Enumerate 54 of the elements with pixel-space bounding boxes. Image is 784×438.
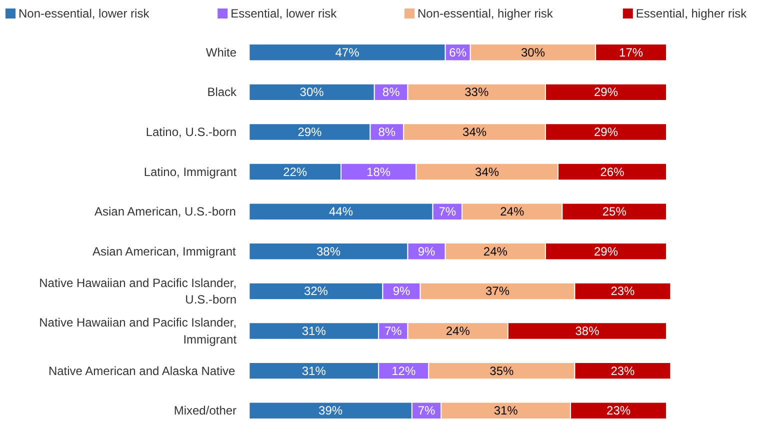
data-label: 37% bbox=[485, 284, 510, 298]
data-label: 32% bbox=[304, 284, 328, 298]
data-label: 7% bbox=[384, 324, 402, 338]
data-label: 29% bbox=[594, 85, 618, 100]
legend-label: Non-essential, higher risk bbox=[418, 6, 554, 20]
data-label: 17% bbox=[619, 45, 644, 60]
data-label: 25% bbox=[602, 204, 627, 219]
y-tick-label: Native Hawaiian and Pacific Islander, U.S.-born bbox=[39, 276, 237, 307]
data-label: 23% bbox=[610, 364, 636, 378]
data-label: 12% bbox=[392, 364, 416, 378]
data-label: 8% bbox=[382, 85, 400, 100]
data-label: 29% bbox=[594, 124, 618, 139]
data-label: 9% bbox=[392, 284, 411, 298]
data-label: 39% bbox=[318, 404, 343, 418]
data-label: 23% bbox=[610, 284, 636, 298]
data-label: 29% bbox=[594, 244, 618, 258]
y-tick-label: Native American and Alaska Native bbox=[48, 364, 236, 378]
legend-label: Essential, lower risk bbox=[230, 6, 338, 20]
data-label: 24% bbox=[483, 244, 508, 258]
data-label: 38% bbox=[316, 244, 341, 258]
y-tick-label: Asian American, U.S.-born bbox=[94, 204, 236, 219]
data-label: 8% bbox=[378, 124, 396, 139]
data-label: 47% bbox=[335, 45, 360, 60]
y-tick-label: Latino, Immigrant bbox=[144, 164, 238, 179]
data-label: 29% bbox=[298, 124, 322, 139]
data-label: 6% bbox=[449, 45, 467, 60]
y-tick-label: Black bbox=[207, 85, 238, 100]
y-tick-label: Mixed/other bbox=[174, 404, 237, 418]
y-tick-label: Native Hawaiian and Pacific Islander, Immigrant bbox=[39, 316, 238, 346]
data-label: 34% bbox=[475, 164, 500, 179]
data-label: 30% bbox=[520, 45, 546, 60]
data-label: 18% bbox=[366, 164, 391, 179]
data-label: 31% bbox=[494, 404, 518, 418]
y-tick-label: Latino, U.S.-born bbox=[146, 124, 237, 139]
data-label: 7% bbox=[438, 204, 456, 219]
legend-label: Non-essential, lower risk bbox=[18, 6, 150, 20]
data-label: 30% bbox=[300, 85, 324, 100]
y-tick-label: White bbox=[206, 45, 237, 60]
data-label: 22% bbox=[283, 164, 308, 179]
data-label: 24% bbox=[446, 324, 470, 338]
data-label: 35% bbox=[490, 364, 514, 378]
y-tick-label: Asian American, Immigrant bbox=[92, 244, 237, 258]
data-label: 24% bbox=[500, 204, 524, 219]
data-label: 38% bbox=[575, 324, 600, 338]
data-label: 34% bbox=[462, 124, 487, 139]
data-label: 26% bbox=[600, 164, 625, 179]
data-label: 31% bbox=[302, 324, 326, 338]
data-label: 23% bbox=[606, 404, 631, 418]
data-label: 33% bbox=[464, 85, 489, 100]
data-label: 44% bbox=[328, 204, 354, 219]
data-label: 9% bbox=[418, 244, 436, 258]
legend-label: Essential, higher risk bbox=[636, 6, 748, 20]
data-label: 7% bbox=[418, 404, 436, 418]
data-label: 31% bbox=[302, 364, 326, 378]
